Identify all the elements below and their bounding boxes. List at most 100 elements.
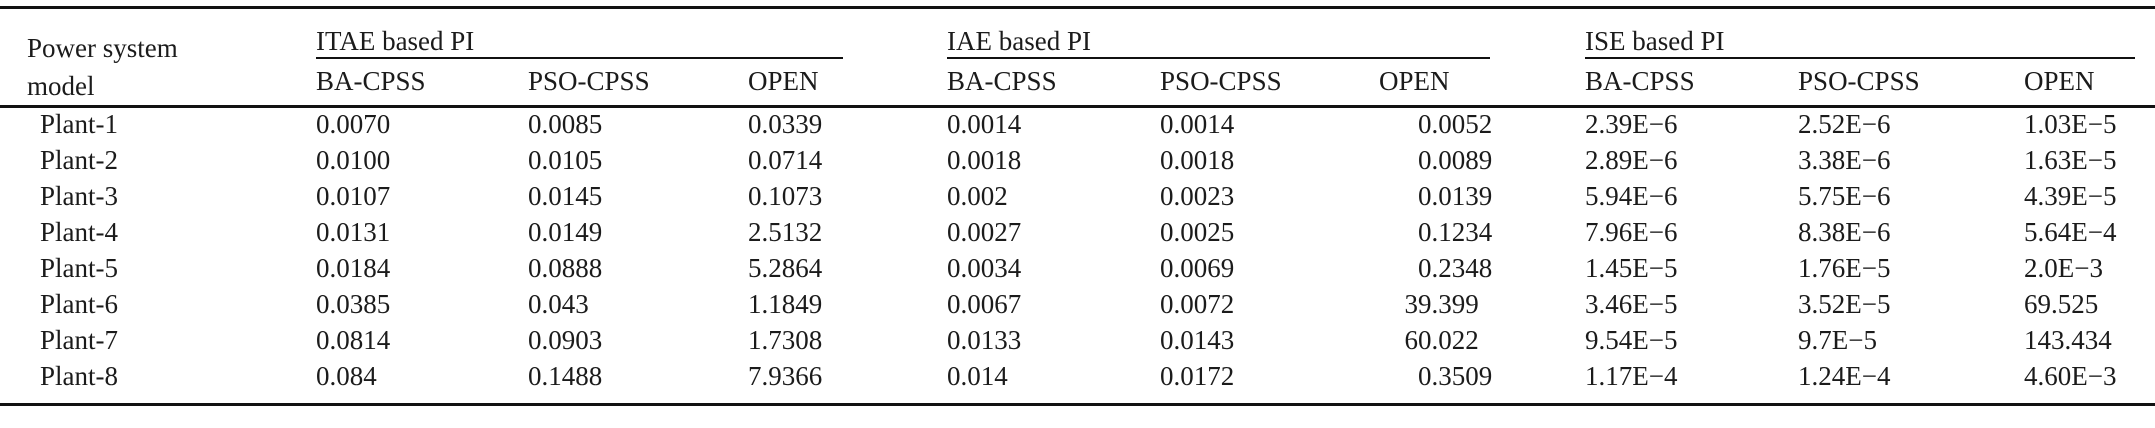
value-cell: 0.0018 (947, 144, 1022, 175)
value-cell: 0.1234 (1379, 214, 1585, 250)
value-cell: 5.64E−4 (2024, 216, 2117, 247)
value-cell: 1.1849 (748, 288, 823, 319)
table-row: Plant-7 0.0814 0.0903 1.7308 0.0133 0.0143 60.… (0, 322, 2155, 358)
value-cell: 0.002 (947, 180, 1008, 211)
value-cell: 1.24E−4 (1798, 360, 1891, 391)
table-row: Plant-3 0.0107 0.0145 0.1073 0.002 0.0023 0.01… (0, 178, 2155, 214)
table-row: Plant-8 0.084 0.1488 7.9366 0.014 0.0172 0.350… (0, 358, 2155, 394)
value-cell: 4.39E−5 (2024, 180, 2117, 211)
integer-part: 0 (1418, 144, 1432, 175)
value-cell: 0.0070 (316, 104, 528, 142)
integer-part: 0 (1418, 109, 1432, 140)
value-cell: 2.52E−6 (1798, 104, 2025, 142)
value-cell: 9.54E−5 (1585, 324, 1678, 355)
row-label-cell: Plant-6 (40, 288, 118, 319)
value-cell: 5.75E−6 (1798, 180, 1891, 211)
fraction-part: .022 (1431, 324, 1479, 355)
value-cell: 2.5132 (748, 216, 823, 247)
value-cell: 69.525 (2024, 288, 2099, 319)
fraction-part: .0052 (1431, 109, 1493, 140)
fraction-part: .0139 (1431, 180, 1493, 211)
subheader-itae-pso-cpss: PSO-CPSS (528, 66, 650, 97)
value-cell: 0.0089 (1379, 142, 1585, 178)
value-cell: 0.0903 (528, 324, 603, 355)
value-cell: 0.0072 (1160, 288, 1235, 319)
value-cell: 0.2348 (1379, 250, 1585, 286)
subheader-iae-ba-cpss: BA-CPSS (947, 66, 1057, 97)
row-label-cell: Plant-4 (40, 216, 118, 247)
value-cell: 0.0131 (316, 216, 391, 247)
integer-part: 0 (1418, 360, 1432, 391)
value-cell: 3.38E−6 (1798, 144, 1891, 175)
integer-part: 0 (1418, 216, 1432, 247)
value-cell: 1.03E−5 (2024, 104, 2155, 142)
value-cell: 1.45E−5 (1585, 252, 1678, 283)
value-cell: 5.94E−6 (1585, 180, 1678, 211)
fraction-part: .1234 (1431, 216, 1493, 247)
subheader-ise-pso-cpss: PSO-CPSS (1798, 66, 1920, 97)
value-cell: 0.0027 (947, 216, 1022, 247)
fraction-part: .399 (1431, 288, 1479, 319)
column-header-power-system-model: Power system model (27, 32, 178, 101)
value-cell: 0.0100 (316, 144, 391, 175)
value-cell: 4.60E−3 (2024, 360, 2117, 391)
group-header-row: Power system model ITAE based PI IAE bas… (0, 9, 2155, 101)
row-label-cell: Plant-2 (40, 144, 118, 175)
value-cell: 2.39E−6 (1585, 104, 1799, 142)
value-cell: 0.0105 (528, 144, 603, 175)
subheader-ise-open: OPEN (2024, 66, 2095, 97)
value-cell: 0.0085 (528, 104, 748, 142)
value-cell: 1.76E−5 (1798, 252, 1891, 283)
value-cell: 0.043 (528, 288, 589, 319)
row-label-cell: Plant-5 (40, 252, 118, 283)
row-label-cell: Plant-7 (40, 324, 118, 355)
table-row: Plant-5 0.0184 0.0888 5.2864 0.0034 0.0069 0.2… (0, 250, 2155, 286)
value-cell: 0.0069 (1160, 252, 1235, 283)
value-cell: 0.0714 (748, 144, 823, 175)
integer-part: 39 (1404, 288, 1432, 319)
value-cell: 0.014 (947, 360, 1008, 391)
value-cell: 7.9366 (748, 360, 823, 391)
value-cell: 0.1073 (748, 180, 823, 211)
value-cell: 0.0172 (1160, 360, 1235, 391)
value-cell: 0.0184 (316, 252, 391, 283)
value-cell: 2.0E−3 (2024, 252, 2104, 283)
table-row: Plant-2 0.0100 0.0105 0.0714 0.0018 0.0018 0.0… (0, 142, 2155, 178)
group-header-iae-based-pi: IAE based PI (947, 11, 1491, 59)
value-cell: 5.2864 (748, 252, 823, 283)
value-cell: 0.0385 (316, 288, 391, 319)
group-header-ise-cell: ISE based PI (1585, 9, 2155, 59)
subheader-ise-ba-cpss: BA-CPSS (1585, 66, 1695, 97)
value-cell: 0.0133 (947, 324, 1022, 355)
table-top-rule (0, 6, 2155, 9)
integer-part: 0 (1418, 252, 1432, 283)
value-cell: 0.3509 (1379, 358, 1585, 394)
table-body: Plant-1 0.0070 0.0085 0.0339 0.0014 0.0014 0.0… (0, 104, 2155, 394)
value-cell: 0.0014 (947, 104, 1161, 142)
fraction-part: .3509 (1431, 360, 1493, 391)
value-cell: 0.0034 (947, 252, 1022, 283)
table-row: Plant-4 0.0131 0.0149 2.5132 0.0027 0.0025 0.1… (0, 214, 2155, 250)
row-label-cell: Plant-1 (0, 104, 316, 142)
value-cell: 0.0143 (1160, 324, 1235, 355)
value-cell: 0.0888 (528, 252, 603, 283)
value-cell: 0.0014 (1160, 104, 1380, 142)
table-row: Plant-1 0.0070 0.0085 0.0339 0.0014 0.0014 0.0… (0, 104, 2155, 142)
subheader-itae-open: OPEN (748, 66, 819, 97)
value-cell: 0.0023 (1160, 180, 1235, 211)
performance-index-table: Power system model ITAE based PI IAE bas… (0, 9, 2155, 394)
value-cell: 0.0018 (1160, 144, 1235, 175)
value-cell: 0.0339 (748, 104, 948, 142)
value-cell: 0.084 (316, 360, 377, 391)
value-cell: 0.0025 (1160, 216, 1235, 247)
fraction-part: .0089 (1431, 144, 1493, 175)
value-cell: 3.52E−5 (1798, 288, 1891, 319)
value-cell: 0.0139 (1379, 178, 1585, 214)
group-header-itae-based-pi: ITAE based PI (316, 11, 844, 59)
table-row: Plant-6 0.0385 0.043 1.1849 0.0067 0.0072 39.3… (0, 286, 2155, 322)
row-label-cell: Plant-8 (40, 360, 118, 391)
value-cell: 2.89E−6 (1585, 144, 1678, 175)
table-bottom-rule (0, 403, 2155, 406)
value-cell: 0.0052 (1379, 104, 1586, 142)
